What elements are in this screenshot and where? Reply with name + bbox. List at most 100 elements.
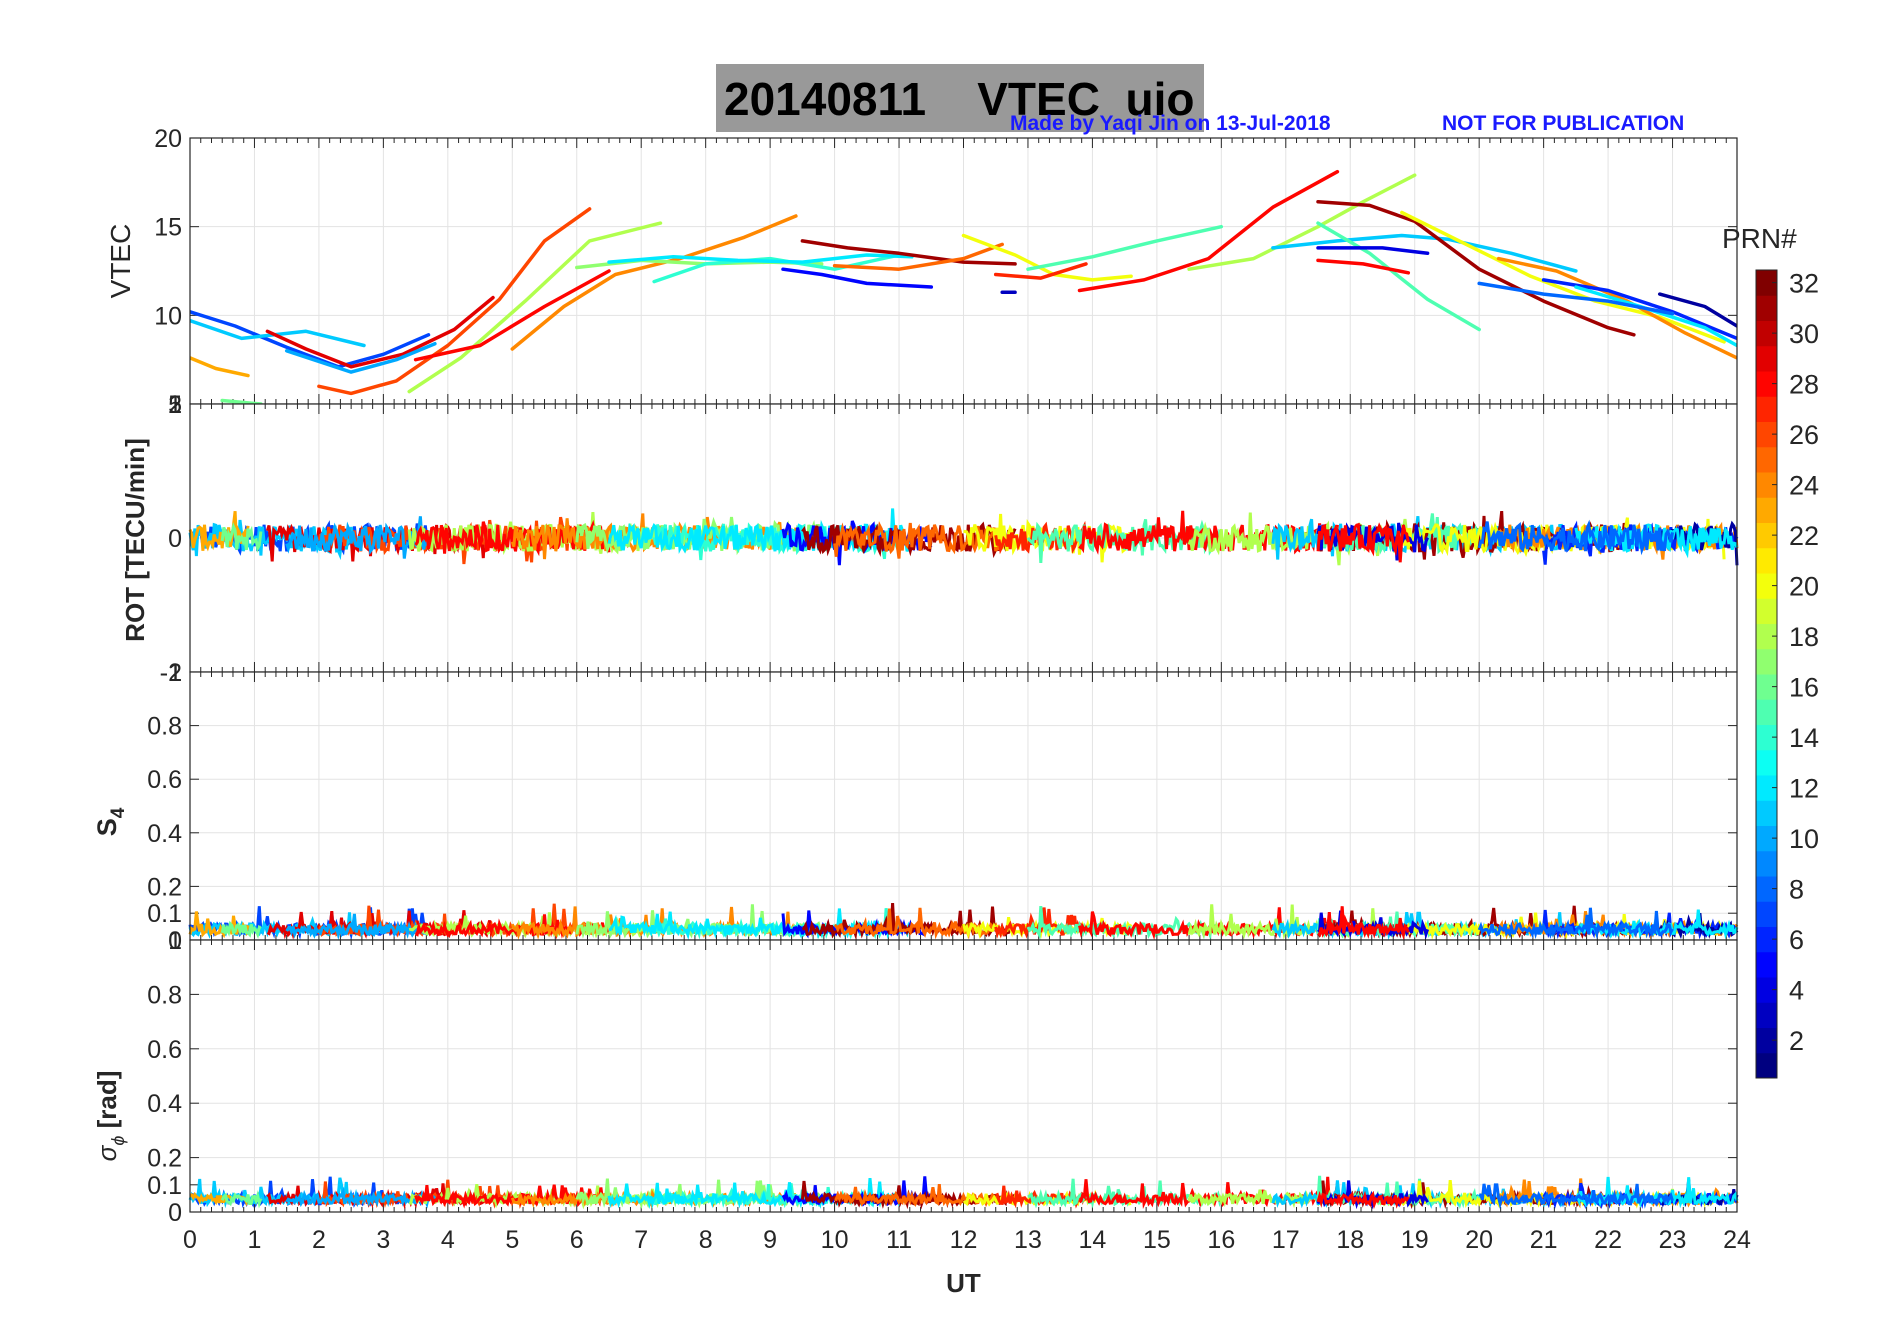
x-tick-label: 0 <box>183 1226 197 1254</box>
x-tick-label: 22 <box>1594 1226 1622 1254</box>
colorbar-step <box>1756 446 1777 473</box>
vtec-line-prn-14 <box>652 253 901 284</box>
x-tick-label: 6 <box>570 1226 584 1254</box>
vtec-line-prn-25 <box>832 242 1004 271</box>
vtec-line-prn-28 <box>413 269 611 362</box>
noise-series-s4 <box>188 903 1739 941</box>
y-tick-label: 0.2 <box>147 873 182 901</box>
panel-vtec: 5 10 15 20 VTEC <box>105 125 1738 419</box>
colorbar-step <box>1756 1027 1777 1054</box>
colorbar-tick-label: 2 <box>1789 1026 1804 1056</box>
x-tick-label: 9 <box>763 1226 777 1254</box>
colorbar-step <box>1756 977 1777 1003</box>
y-tick-label: 20 <box>154 125 182 153</box>
colorbar-step <box>1756 623 1777 650</box>
colorbar-step <box>1756 775 1777 801</box>
y-tick-label: 2 <box>168 391 182 419</box>
s4-line-prn-8 <box>1477 907 1674 940</box>
vtec-line-prn-10 <box>284 341 437 374</box>
colorbar-tick-label: 4 <box>1789 976 1804 1006</box>
x-tick-label: 1 <box>248 1226 262 1254</box>
colorbar-tick-label: 18 <box>1789 622 1819 652</box>
sigma-label-sub: ϕ <box>108 1136 128 1146</box>
rot-line-prn-23 <box>188 511 250 552</box>
sigma_phi-line-prn-28 <box>1316 1190 1410 1210</box>
rot-line-prn-8 <box>1477 519 1674 556</box>
x-tick-label: 24 <box>1723 1226 1751 1254</box>
vtec-line-prn-2 <box>1657 292 1737 328</box>
vtec-line-prn-26 <box>317 207 592 396</box>
chart-title: 20140811 VTEC uio <box>724 73 1195 125</box>
vtec-line-prn-8 <box>1477 281 1675 316</box>
y-axis-label-rot: ROT [TECU/min] <box>120 438 150 642</box>
rot-line-prn-12 <box>607 508 914 555</box>
vtec-line-prn-31 <box>1316 200 1636 337</box>
credit-text: Made by Yaqi Jin on 13-Jul-2018 <box>1010 112 1331 135</box>
s4-line-prn-16 <box>220 920 262 939</box>
vtec-line-prn-7 <box>190 310 431 369</box>
colorbar-step <box>1756 926 1777 953</box>
colorbar-step <box>1756 1002 1777 1028</box>
colorbar-step <box>1756 724 1777 751</box>
vtec-line-prn-20 <box>1400 210 1726 344</box>
vtec-line-prn-24 <box>510 214 798 351</box>
x-tick-label: 21 <box>1530 1226 1558 1254</box>
colorbar-tick-label: 22 <box>1789 521 1819 551</box>
colorbar-label: PRN# <box>1722 223 1797 254</box>
x-tick-label: 23 <box>1659 1226 1687 1254</box>
x-tick-label: 7 <box>634 1226 648 1254</box>
x-tick-label: 14 <box>1079 1226 1107 1254</box>
x-tick-label: 4 <box>441 1226 455 1254</box>
vtec-line-prn-15 <box>1316 221 1481 332</box>
x-tick-label: 11 <box>886 1226 912 1254</box>
y-tick-label: -2 <box>160 659 182 687</box>
colorbar-tick-label: 24 <box>1789 471 1819 501</box>
colorbar-border <box>1755 269 1778 1079</box>
x-axis-label: UT <box>946 1268 981 1298</box>
colorbar-step <box>1756 497 1777 523</box>
y-tick-label: 15 <box>154 214 182 242</box>
vtec-line-prn-28 <box>1077 169 1340 293</box>
vtec-line-prn-23 <box>190 356 250 378</box>
rot-line-prn-25 <box>833 521 1004 559</box>
y-tick-label: 0.4 <box>147 1090 182 1118</box>
x-tick-label: 10 <box>821 1226 849 1254</box>
noise-series-rot <box>188 508 1739 566</box>
y-tick-label: 0.8 <box>147 713 182 741</box>
sigma_phi-line-prn-8 <box>1478 1183 1674 1210</box>
colorbar-step <box>1756 800 1777 826</box>
colorbar-step <box>1756 345 1777 372</box>
colorbar-step <box>1756 951 1777 978</box>
not-for-publication-text: NOT FOR PUBLICATION <box>1442 112 1685 135</box>
vtec-series <box>190 169 1737 404</box>
colorbar-step <box>1756 901 1777 927</box>
rot-line-prn-28 <box>1316 522 1410 563</box>
colorbar-step <box>1756 850 1777 877</box>
y-tick-label: 1 <box>168 391 182 419</box>
colorbar-step <box>1756 320 1777 347</box>
colorbar-step <box>1756 522 1777 549</box>
colorbar-step <box>1756 573 1777 599</box>
y-axis-label-s4: S4 <box>92 807 129 836</box>
panel-s4: 00.10.2 0.4 0.6 0.8 1 S4 <box>92 659 1739 955</box>
rot-line-prn-4 <box>1316 522 1429 561</box>
colorbar-tick-label: 28 <box>1789 370 1819 400</box>
colorbar-tick-label: 8 <box>1789 875 1804 905</box>
vtec-line-prn-11 <box>1271 233 1578 273</box>
rot-line-prn-15 <box>1026 518 1223 563</box>
y-tick-label: 5 <box>168 391 182 419</box>
colorbar-step <box>1756 1052 1777 1079</box>
colorbar-step <box>1756 396 1777 422</box>
colorbar-tick-label: 14 <box>1789 723 1819 753</box>
colorbar-step <box>1756 699 1777 725</box>
sigma-label-unit: [rad] <box>92 1071 122 1136</box>
vtec-line-prn-5 <box>781 267 934 289</box>
colorbar-tick-label: 30 <box>1789 319 1819 349</box>
title-box <box>716 64 1204 132</box>
colorbar-tick-label: 20 <box>1789 572 1819 602</box>
vtec-line-prn-6 <box>1541 278 1737 341</box>
colorbar-step <box>1756 749 1777 776</box>
s4-label-sub: 4 <box>108 807 129 818</box>
